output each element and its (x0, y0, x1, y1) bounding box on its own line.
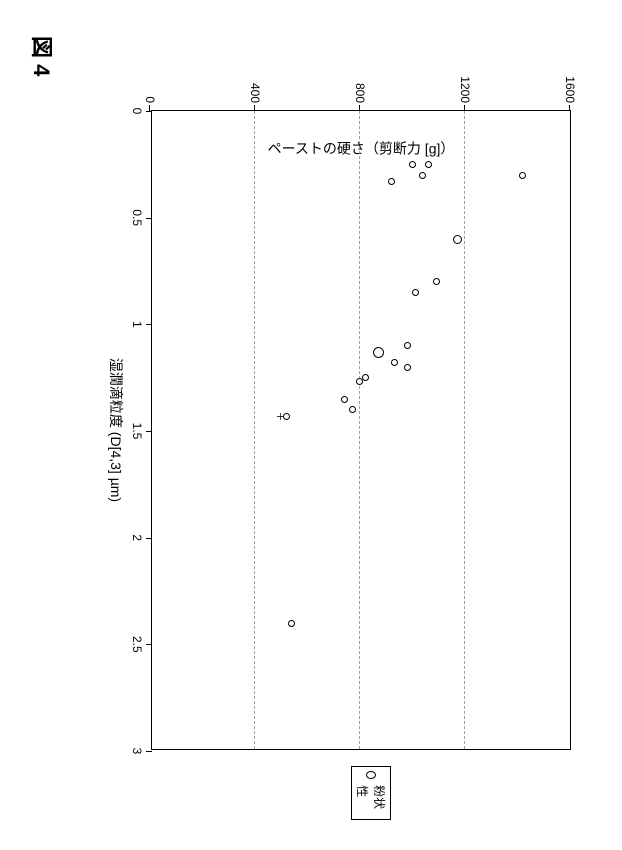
x-tick-label: 3 (130, 748, 144, 755)
data-point (433, 278, 440, 285)
data-point-cross-icon (283, 413, 290, 420)
data-point (519, 172, 526, 179)
x-tick (146, 751, 152, 752)
x-tick-label: 2.5 (130, 636, 144, 653)
y-tick-label: 400 (248, 83, 262, 103)
legend-marker-icon (366, 771, 376, 779)
x-tick-label: 0.5 (130, 209, 144, 226)
x-tick (146, 111, 152, 112)
data-point (288, 620, 295, 627)
x-tick-label: 0 (130, 108, 144, 115)
x-axis-title: 湿潤滴粒度 (D[4,3] µm) (106, 358, 126, 502)
y-tick (464, 105, 465, 111)
x-tick-label: 1.5 (130, 423, 144, 440)
y-tick (569, 105, 570, 111)
data-point (349, 406, 356, 413)
x-tick (146, 644, 152, 645)
figure-caption: 図 4 (27, 36, 59, 76)
data-point (404, 364, 411, 371)
x-tick (146, 538, 152, 539)
figure: 湿潤滴粒度 (D[4,3] µm) ペーストの硬さ（剪断力 [g]） 0 400 8… (31, 30, 591, 820)
gridline-h (254, 111, 255, 749)
data-point (373, 347, 384, 358)
legend: 粉状性 (351, 766, 391, 820)
data-point (420, 172, 427, 179)
page: 湿潤滴粒度 (D[4,3] µm) ペーストの硬さ（剪断力 [g]） 0 400 8… (0, 0, 622, 850)
y-axis-title: ペーストの硬さ（剪断力 [g]） (268, 138, 455, 158)
data-point (453, 235, 462, 244)
y-tick-label: 800 (353, 83, 367, 103)
data-point (404, 342, 411, 349)
data-point (341, 396, 348, 403)
data-point (391, 359, 398, 366)
data-point (412, 289, 419, 296)
plot-area: 湿潤滴粒度 (D[4,3] µm) ペーストの硬さ（剪断力 [g]） 04008… (151, 110, 571, 750)
x-tick-label: 2 (130, 534, 144, 541)
y-tick-label: 1200 (458, 76, 472, 103)
legend-label: 粉状性 (354, 785, 388, 813)
gridline-h (464, 111, 465, 749)
y-tick-label: 1600 (563, 76, 577, 103)
x-tick-label: 1 (130, 321, 144, 328)
gridline-h (359, 111, 360, 749)
y-tick (254, 105, 255, 111)
y-tick-label: 0 (143, 96, 157, 103)
y-tick (359, 105, 360, 111)
x-tick (146, 324, 152, 325)
data-point (388, 178, 395, 185)
data-point (357, 378, 364, 385)
rotated-figure-wrap: 湿潤滴粒度 (D[4,3] µm) ペーストの硬さ（剪断力 [g]） 0 400 8… (31, 30, 591, 820)
data-point (425, 161, 432, 168)
data-point (409, 161, 416, 168)
x-tick (146, 431, 152, 432)
x-tick (146, 218, 152, 219)
